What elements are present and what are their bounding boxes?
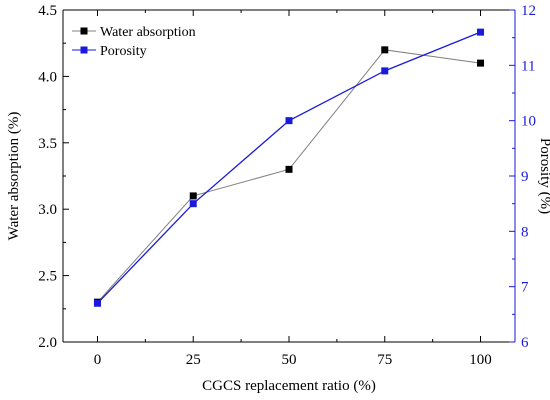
x-tick-label: 50 bbox=[282, 352, 297, 368]
porosity-point bbox=[477, 28, 485, 36]
porosity-point bbox=[381, 67, 389, 75]
porosity-point bbox=[189, 200, 197, 208]
y-left-tick-label: 3.5 bbox=[38, 136, 57, 152]
water-absorption-point bbox=[285, 165, 293, 173]
y-right-tick-label: 6 bbox=[521, 335, 529, 351]
y-right-tick-label: 11 bbox=[521, 58, 535, 74]
y-axis-left-title: Water absorption (%) bbox=[6, 112, 22, 241]
water-absorption-point bbox=[189, 192, 197, 200]
y-left-tick-label: 4.0 bbox=[38, 69, 57, 85]
legend-water-absorption-marker bbox=[80, 27, 88, 35]
x-tick-label: 100 bbox=[469, 352, 492, 368]
legend-water-absorption-label: Water absorption bbox=[100, 25, 196, 40]
water-absorption-line bbox=[97, 49, 481, 303]
y-right-tick-label: 9 bbox=[521, 169, 529, 185]
y-right-tick-label: 12 bbox=[521, 3, 536, 19]
y-left-tick-label: 2.0 bbox=[38, 335, 57, 351]
ticks-layer: 0 25 50 75 100 2.0 2.5 3.0 3.5 4.0 4.5 6 7 8 9 10 11 12 bbox=[38, 3, 536, 368]
x-tick-label: 0 bbox=[94, 352, 102, 368]
y-left-tick-label: 3.0 bbox=[38, 202, 57, 218]
series-layer bbox=[93, 28, 485, 307]
y-right-tick-label: 7 bbox=[521, 280, 529, 296]
legend: Water absorption Porosity bbox=[72, 25, 196, 59]
x-axis-title: CGCS replacement ratio (%) bbox=[202, 378, 376, 394]
y-axis-right-title: Porosity (%) bbox=[537, 138, 550, 214]
y-right-tick-label: 8 bbox=[521, 224, 529, 240]
y-left-tick-label: 4.5 bbox=[38, 3, 57, 19]
x-tick-label: 75 bbox=[377, 352, 392, 368]
y-left-tick-label: 2.5 bbox=[38, 269, 57, 285]
porosity-point bbox=[93, 299, 101, 307]
x-tick-label: 25 bbox=[186, 352, 201, 368]
plot-frame bbox=[62, 9, 516, 343]
porosity-point bbox=[285, 117, 293, 125]
y-right-tick-label: 10 bbox=[521, 114, 536, 130]
legend-porosity-label: Porosity bbox=[100, 44, 147, 59]
legend-porosity-marker bbox=[80, 46, 88, 54]
water-absorption-point bbox=[381, 46, 389, 54]
water-absorption-point bbox=[477, 59, 485, 67]
